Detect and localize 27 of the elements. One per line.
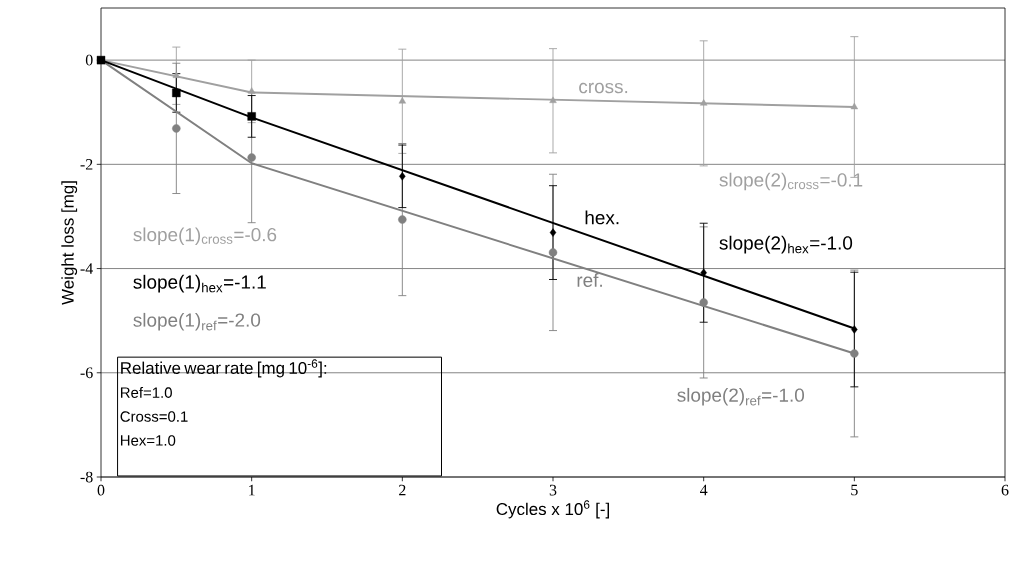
series-label: cross. <box>579 82 628 94</box>
x-tick-label: 4 <box>700 484 708 496</box>
x-tick-label: 6 <box>1001 484 1009 496</box>
y-tick-label: -6 <box>80 367 93 379</box>
series-label: ref. <box>577 273 602 287</box>
x-tick-label: 3 <box>549 484 557 496</box>
x-tick-label: 2 <box>399 484 406 496</box>
x-tick-label: 5 <box>851 484 858 496</box>
annotation: slope(1)$_{ref}$=-2.0 <box>133 312 261 331</box>
annotation: Hex=1.0 <box>120 435 176 446</box>
y-tick-label: -8 <box>80 471 93 483</box>
y-tick-label: 0 <box>85 54 93 66</box>
annotation: slope(2)$_{ref}$=-1.0 <box>677 387 805 406</box>
annotation: slope(2)$_{hex}$=-1.0 <box>719 235 853 254</box>
y-axis-title: Weight loss [mg] <box>61 181 78 305</box>
annotation: Ref=1.0 <box>120 386 172 398</box>
annotation: slope(1)$_{cross}$=-0.6 <box>133 227 277 246</box>
x-axis-title: Cycles x 10$^{6}$ [-] <box>496 500 609 519</box>
annotation: Relative wear rate [mg 10$^{-6}$]: <box>121 359 327 378</box>
annotation: Cross=0.1 <box>120 411 188 422</box>
y-tick-label: -2 <box>80 159 93 170</box>
annotation: slope(1)$_{hex}$=-1.1 <box>133 274 266 293</box>
y-tick-label: -4 <box>80 263 93 274</box>
x-tick-label: 1 <box>249 484 255 496</box>
series-label: hex. <box>585 210 619 225</box>
annotation: slope(2)$_{cross}$=-0.1 <box>719 172 863 191</box>
x-tick-label: 0 <box>97 484 105 496</box>
